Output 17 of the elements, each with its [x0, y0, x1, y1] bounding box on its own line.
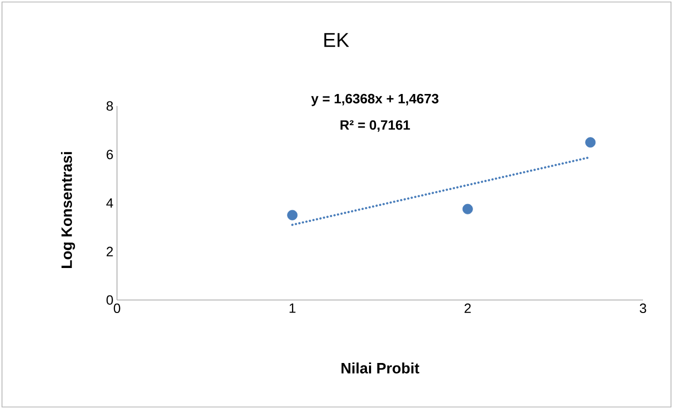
x-tick-label: 0 — [114, 304, 120, 314]
point — [462, 204, 473, 214]
point — [585, 137, 596, 148]
annotation: y = 1,6368x + 1,4673 — [311, 94, 438, 106]
y-tick-label: 8 — [106, 101, 113, 111]
y-tick-label: 2 — [106, 246, 113, 256]
x-tick-label: 3 — [640, 304, 646, 314]
chart-title: EK — [324, 33, 350, 47]
x-tick-label: 2 — [464, 304, 471, 313]
y-tick-label: 4 — [106, 198, 114, 208]
x-axis-title: Nilai Probit — [342, 362, 420, 374]
annotation: R² = 0,7161 — [340, 120, 410, 132]
x-tick-label: 1 — [290, 304, 296, 313]
y-tick-label: 0 — [106, 295, 113, 305]
y-axis-title: Log Konsentrasi — [61, 152, 76, 268]
point — [287, 210, 298, 220]
y-tick-label: 6 — [106, 150, 113, 160]
